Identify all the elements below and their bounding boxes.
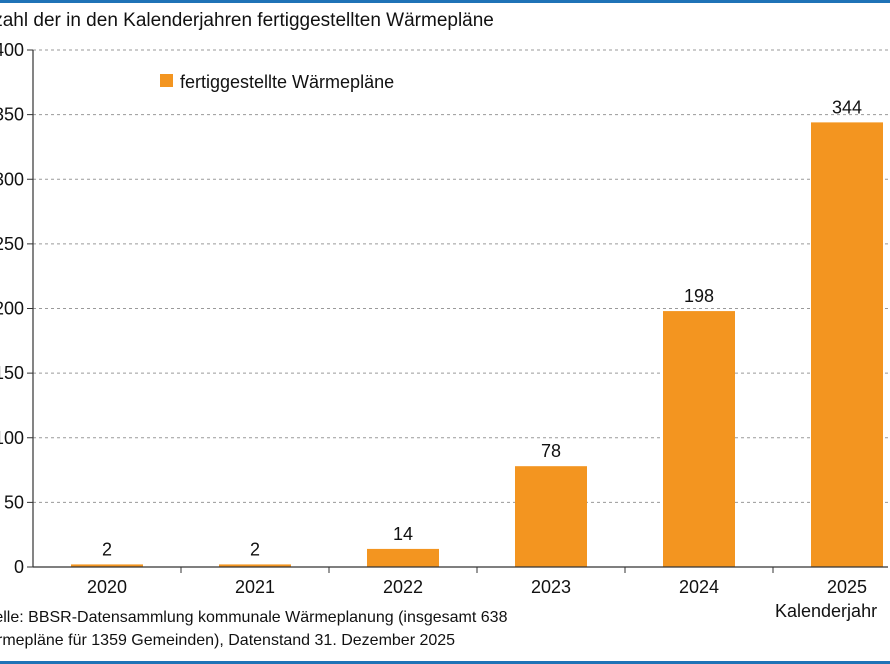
x-tick-label: 2021 <box>235 577 275 597</box>
bar-value-label: 2 <box>102 539 112 559</box>
y-tick-label: 400 <box>0 40 24 60</box>
source-line-1: Quelle: BBSR-Datensammlung kommunale Wär… <box>0 609 508 626</box>
x-tick-label: 2022 <box>383 577 423 597</box>
bar-2023 <box>515 466 587 567</box>
y-tick-label: 200 <box>0 299 24 319</box>
bottom-border <box>0 661 890 664</box>
bar-value-label: 78 <box>541 441 561 461</box>
bar-2024 <box>663 311 735 567</box>
bar-value-labels: 2 2 14 78 198 344 <box>102 97 862 559</box>
bar-2022 <box>367 548 439 567</box>
y-tick-label: 250 <box>0 234 24 254</box>
y-tick-label: 350 <box>0 105 24 125</box>
bars <box>71 122 883 567</box>
legend: fertiggestellte Wärmepläne <box>160 72 394 92</box>
chart-title: Anzahl der in den Kalenderjahren fertigg… <box>0 10 494 31</box>
y-tick-label: 0 <box>14 557 24 577</box>
bar-2025 <box>811 122 883 567</box>
top-border <box>0 0 890 3</box>
source-note: Quelle: BBSR-Datensammlung kommunale Wär… <box>0 606 507 652</box>
x-axis-label: Kalenderjahr <box>775 601 877 621</box>
bar-value-label: 2 <box>250 539 260 559</box>
x-axis-ticks: 2020 2021 2022 2023 2024 2025 <box>87 567 867 597</box>
x-tick-label: 2025 <box>827 577 867 597</box>
y-tick-label: 300 <box>0 169 24 189</box>
axes <box>32 50 888 568</box>
bar-value-label: 198 <box>684 286 714 306</box>
legend-label: fertiggestellte Wärmepläne <box>180 72 394 92</box>
y-tick-label: 150 <box>0 363 24 383</box>
legend-swatch <box>160 74 173 87</box>
source-line-2: Wärmepläne für 1359 Gemeinden), Datensta… <box>0 632 456 649</box>
gridlines <box>33 49 888 503</box>
y-tick-label: 50 <box>4 492 24 512</box>
x-tick-label: 2020 <box>87 577 127 597</box>
bar-value-label: 14 <box>393 524 413 544</box>
x-tick-label: 2023 <box>531 577 571 597</box>
bar-value-label: 344 <box>832 97 862 117</box>
bar-2021 <box>219 564 291 567</box>
x-tick-label: 2024 <box>679 577 719 597</box>
y-tick-label: 100 <box>0 428 24 448</box>
bar-2020 <box>71 564 143 567</box>
y-axis-ticks: 0 50 100 150 200 250 300 350 400 <box>0 40 33 577</box>
